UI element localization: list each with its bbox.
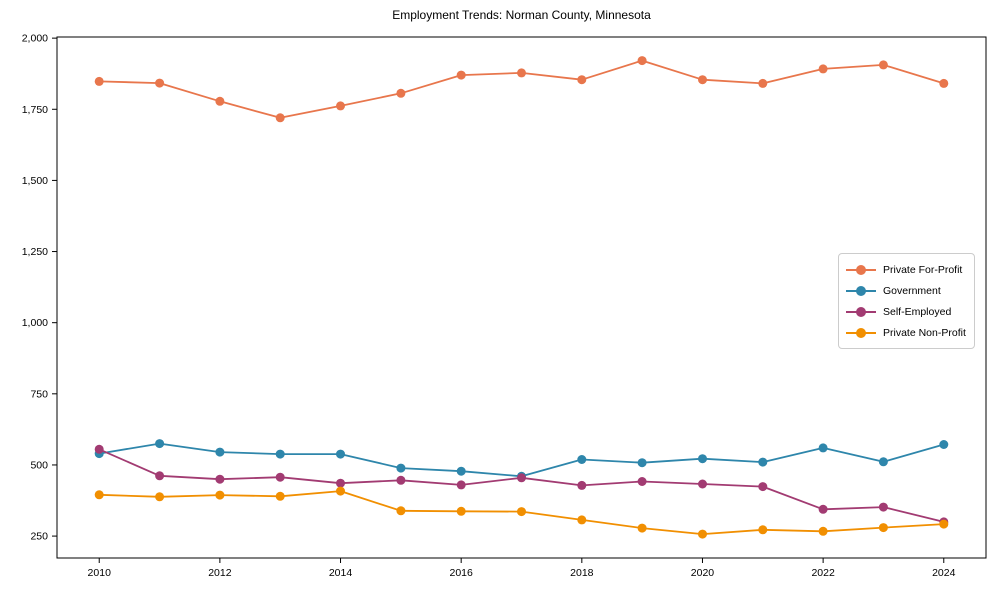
legend-label: Private Non-Profit (883, 326, 966, 339)
data-point (396, 88, 406, 98)
data-point (577, 75, 587, 85)
legend-item-private-non-profit: Private Non-Profit (846, 322, 966, 343)
data-point (878, 523, 888, 533)
data-point (275, 472, 285, 482)
data-point (878, 457, 888, 467)
data-point (155, 78, 165, 88)
data-point (818, 443, 828, 453)
data-point (336, 478, 345, 488)
data-point (939, 519, 949, 529)
data-point (698, 479, 707, 489)
data-point (818, 64, 828, 74)
y-tick-label: 1,750 (22, 104, 48, 116)
data-point (577, 515, 587, 525)
data-point (637, 458, 647, 468)
data-point (336, 449, 345, 459)
legend-item-private-for-profit: Private For-Profit (846, 259, 966, 280)
data-point (818, 504, 828, 514)
data-point (336, 101, 345, 111)
data-point (215, 490, 225, 500)
data-point (517, 68, 526, 78)
data-point (94, 76, 104, 86)
x-tick-label: 2010 (88, 567, 112, 579)
data-point (758, 78, 768, 88)
data-point (517, 507, 526, 517)
legend-line-marker-icon (846, 306, 876, 317)
data-point (275, 491, 285, 501)
data-point (155, 439, 165, 449)
data-point (396, 506, 406, 516)
data-point (577, 480, 587, 490)
data-point (698, 529, 707, 539)
x-tick-label: 2022 (811, 567, 835, 579)
data-point (758, 457, 768, 467)
data-point (758, 525, 768, 535)
y-tick-label: 500 (30, 459, 48, 471)
data-point (215, 474, 225, 484)
legend-line-marker-icon (846, 285, 876, 296)
chart-legend: Private For-Profit Government Self-Employe… (838, 253, 975, 349)
data-point (456, 480, 466, 490)
data-point (396, 463, 406, 473)
y-tick-label: 250 (30, 531, 48, 543)
x-tick-label: 2016 (449, 567, 473, 579)
data-point (94, 490, 104, 500)
data-point (939, 440, 949, 449)
legend-item-self-employed: Self-Employed (846, 301, 966, 322)
legend-label: Government (883, 284, 941, 297)
data-point (456, 70, 466, 80)
data-point (758, 482, 768, 492)
axes-frame (56, 36, 987, 559)
data-point (517, 473, 526, 483)
x-tick-label: 2018 (570, 567, 594, 579)
legend-label: Private For-Profit (883, 263, 963, 276)
x-tick-label: 2012 (208, 567, 232, 579)
legend-line-marker-icon (846, 264, 876, 275)
data-point (698, 454, 707, 464)
data-point (456, 506, 466, 516)
data-point (577, 455, 587, 464)
y-tick-label: 750 (30, 388, 48, 400)
data-point (698, 75, 707, 85)
data-point (456, 466, 466, 476)
y-tick-label: 2,000 (22, 33, 48, 45)
data-point (275, 113, 285, 123)
data-point (818, 526, 828, 536)
data-point (878, 502, 888, 512)
data-point (94, 444, 104, 454)
y-tick-label: 1,250 (22, 246, 48, 258)
data-point (155, 492, 165, 502)
data-point (878, 60, 888, 70)
data-point (637, 56, 647, 66)
x-tick-label: 2024 (932, 567, 956, 579)
data-point (215, 96, 225, 106)
data-point (336, 486, 345, 496)
data-point (939, 78, 949, 88)
data-point (396, 475, 406, 485)
data-point (215, 447, 225, 457)
x-tick-label: 2014 (329, 567, 353, 579)
y-tick-label: 1,500 (22, 175, 48, 187)
data-point (637, 523, 647, 533)
data-point (275, 449, 285, 459)
legend-item-government: Government (846, 280, 966, 301)
data-point (155, 471, 165, 481)
legend-label: Self-Employed (883, 305, 952, 318)
x-tick-label: 2020 (691, 567, 715, 579)
chart-title: Employment Trends: Norman County, Minnes… (392, 8, 651, 22)
series-line-government (98, 442, 945, 478)
legend-line-marker-icon (846, 327, 876, 338)
y-tick-label: 1,000 (22, 317, 48, 329)
data-point (637, 477, 647, 486)
